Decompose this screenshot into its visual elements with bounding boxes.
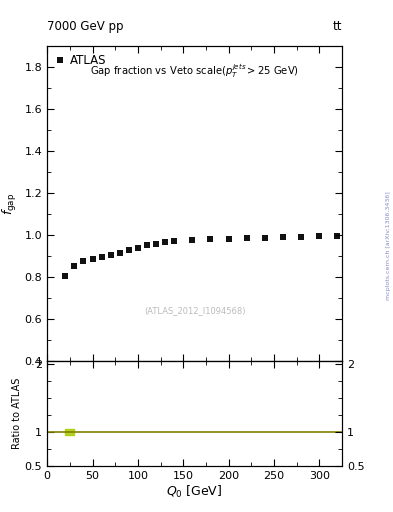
ATLAS: [127, 247, 131, 253]
X-axis label: $Q_0$ [GeV]: $Q_0$ [GeV]: [166, 483, 223, 500]
ATLAS: [99, 254, 104, 261]
Text: mcplots.cern.ch [arXiv:1306.3436]: mcplots.cern.ch [arXiv:1306.3436]: [386, 191, 391, 300]
ATLAS: [145, 242, 149, 248]
ATLAS: [90, 256, 95, 262]
ATLAS: [72, 263, 77, 269]
ATLAS: [136, 245, 140, 251]
Text: 7000 GeV pp: 7000 GeV pp: [47, 20, 124, 33]
ATLAS: [118, 249, 122, 255]
ATLAS: [208, 236, 213, 242]
ATLAS: [226, 236, 231, 242]
Y-axis label: Ratio to ATLAS: Ratio to ATLAS: [12, 378, 22, 449]
Legend: ATLAS: ATLAS: [53, 52, 108, 70]
ATLAS: [81, 259, 86, 265]
ATLAS: [281, 234, 285, 240]
Text: (ATLAS_2012_I1094568): (ATLAS_2012_I1094568): [144, 306, 245, 315]
ATLAS: [154, 241, 158, 247]
Y-axis label: $f_\mathrm{gap}$: $f_\mathrm{gap}$: [1, 193, 19, 215]
ATLAS: [108, 252, 113, 258]
Text: tt: tt: [332, 20, 342, 33]
ATLAS: [163, 239, 167, 245]
ATLAS: [63, 272, 68, 279]
ATLAS: [299, 233, 303, 240]
Line: ATLAS: ATLAS: [62, 233, 340, 279]
ATLAS: [335, 232, 340, 239]
ATLAS: [172, 238, 176, 244]
ATLAS: [263, 234, 267, 241]
ATLAS: [317, 233, 321, 239]
ATLAS: [190, 237, 195, 243]
ATLAS: [244, 235, 249, 241]
Text: Gap fraction vs Veto scale($p_T^{jets}>25$ GeV): Gap fraction vs Veto scale($p_T^{jets}>2…: [90, 62, 299, 80]
